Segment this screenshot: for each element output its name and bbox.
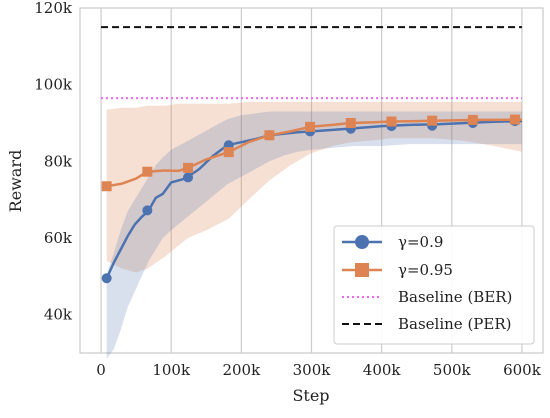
point-0-9-0 bbox=[101, 273, 112, 284]
x-tick-label-4: 400k bbox=[363, 361, 402, 379]
y-tick-label-1: 60k bbox=[44, 229, 73, 247]
point-0-95-2 bbox=[183, 162, 194, 173]
band-0-95 bbox=[106, 101, 522, 273]
legend-label-gamma-09: γ=0.9 bbox=[398, 233, 443, 251]
band-0-9 bbox=[106, 111, 522, 359]
x-tick-label-1: 100k bbox=[152, 361, 191, 379]
point-0-95-5 bbox=[305, 121, 316, 132]
series-markers bbox=[101, 114, 520, 284]
point-0-95-8 bbox=[427, 115, 438, 126]
legend-label-baseline-per: Baseline (PER) bbox=[398, 315, 511, 333]
y-tick-label-3: 100k bbox=[34, 76, 73, 94]
x-tick-label-0: 0 bbox=[96, 361, 106, 379]
y-tick-label-2: 80k bbox=[44, 152, 73, 170]
y-tick-label-4: 120k bbox=[34, 0, 73, 17]
legend-box bbox=[333, 225, 535, 345]
x-tick-label-5: 500k bbox=[433, 361, 472, 379]
point-0-95-1 bbox=[142, 166, 153, 177]
confidence-bands bbox=[106, 101, 522, 359]
legend-label-baseline-ber: Baseline (BER) bbox=[398, 288, 512, 306]
point-0-95-9 bbox=[467, 114, 478, 125]
y-axis-label: Reward bbox=[6, 150, 25, 213]
point-0-95-7 bbox=[386, 116, 397, 127]
x-tick-label-6: 600k bbox=[503, 361, 542, 379]
x-tick-label-2: 200k bbox=[222, 361, 261, 379]
x-axis-label: Step bbox=[292, 386, 329, 405]
point-0-95-10 bbox=[509, 114, 520, 125]
legend-label-gamma-095: γ=0.95 bbox=[398, 261, 453, 279]
y-tick-labels: 40k 60k 80k 100k 120k bbox=[34, 0, 73, 324]
x-tick-label-3: 300k bbox=[293, 361, 332, 379]
y-tick-label-0: 40k bbox=[44, 306, 73, 324]
point-0-95-6 bbox=[345, 118, 356, 128]
point-0-95-4 bbox=[264, 130, 275, 141]
point-0-9-2 bbox=[183, 172, 194, 183]
legend-marker-gamma-095 bbox=[355, 263, 369, 277]
point-0-95-3 bbox=[223, 147, 234, 158]
line-0-95 bbox=[106, 118, 523, 188]
point-0-95-0 bbox=[101, 181, 112, 192]
x-tick-labels: 0 100k 200k 300k 400k 500k 600k bbox=[96, 361, 541, 379]
legend-marker-gamma-09 bbox=[355, 235, 369, 249]
legend: γ=0.9 γ=0.95 Baseline (BER) Baseline (PE… bbox=[333, 225, 535, 345]
baseline-lines bbox=[101, 26, 522, 100]
point-0-9-1 bbox=[142, 205, 153, 216]
